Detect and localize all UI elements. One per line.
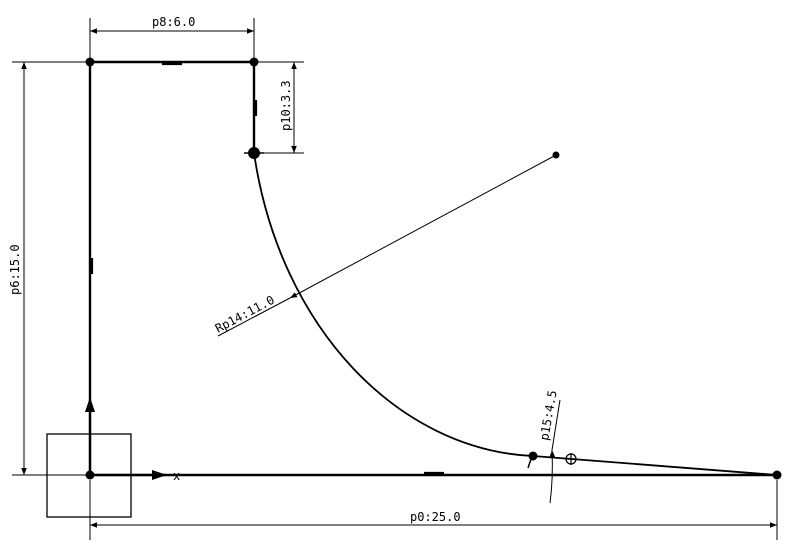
- dimension-p8[interactable]: p8:6.0: [89, 15, 255, 58]
- dimension-p0-label: p0:25.0: [410, 510, 461, 524]
- dimension-p15-label: p15:4.5: [537, 389, 560, 441]
- dimension-p14[interactable]: Rp14:11.0: [213, 154, 557, 337]
- dimension-p8-label: p8:6.0: [152, 15, 195, 29]
- dimension-p6[interactable]: p6:15.0: [8, 61, 86, 476]
- dimension-p10[interactable]: p10:3.3: [258, 61, 304, 154]
- tangency-symbol-icon: [565, 453, 577, 465]
- dimension-p10-label: p10:3.3: [279, 80, 293, 131]
- dimension-p14-label: Rp14:11.0: [213, 293, 277, 336]
- point-arc-end[interactable]: [528, 451, 538, 461]
- point-right-end[interactable]: [772, 470, 782, 480]
- arc-curve[interactable]: [253, 152, 534, 457]
- point-top-right[interactable]: [249, 57, 259, 67]
- dimension-p15[interactable]: p15:4.5: [537, 389, 561, 504]
- point-top-left[interactable]: [85, 57, 95, 67]
- point-origin[interactable]: [85, 470, 95, 480]
- dimension-p0[interactable]: p0:25.0: [89, 480, 778, 540]
- arc-end-tangent-tick: [527, 458, 532, 469]
- dimension-p6-label: p6:15.0: [8, 244, 22, 295]
